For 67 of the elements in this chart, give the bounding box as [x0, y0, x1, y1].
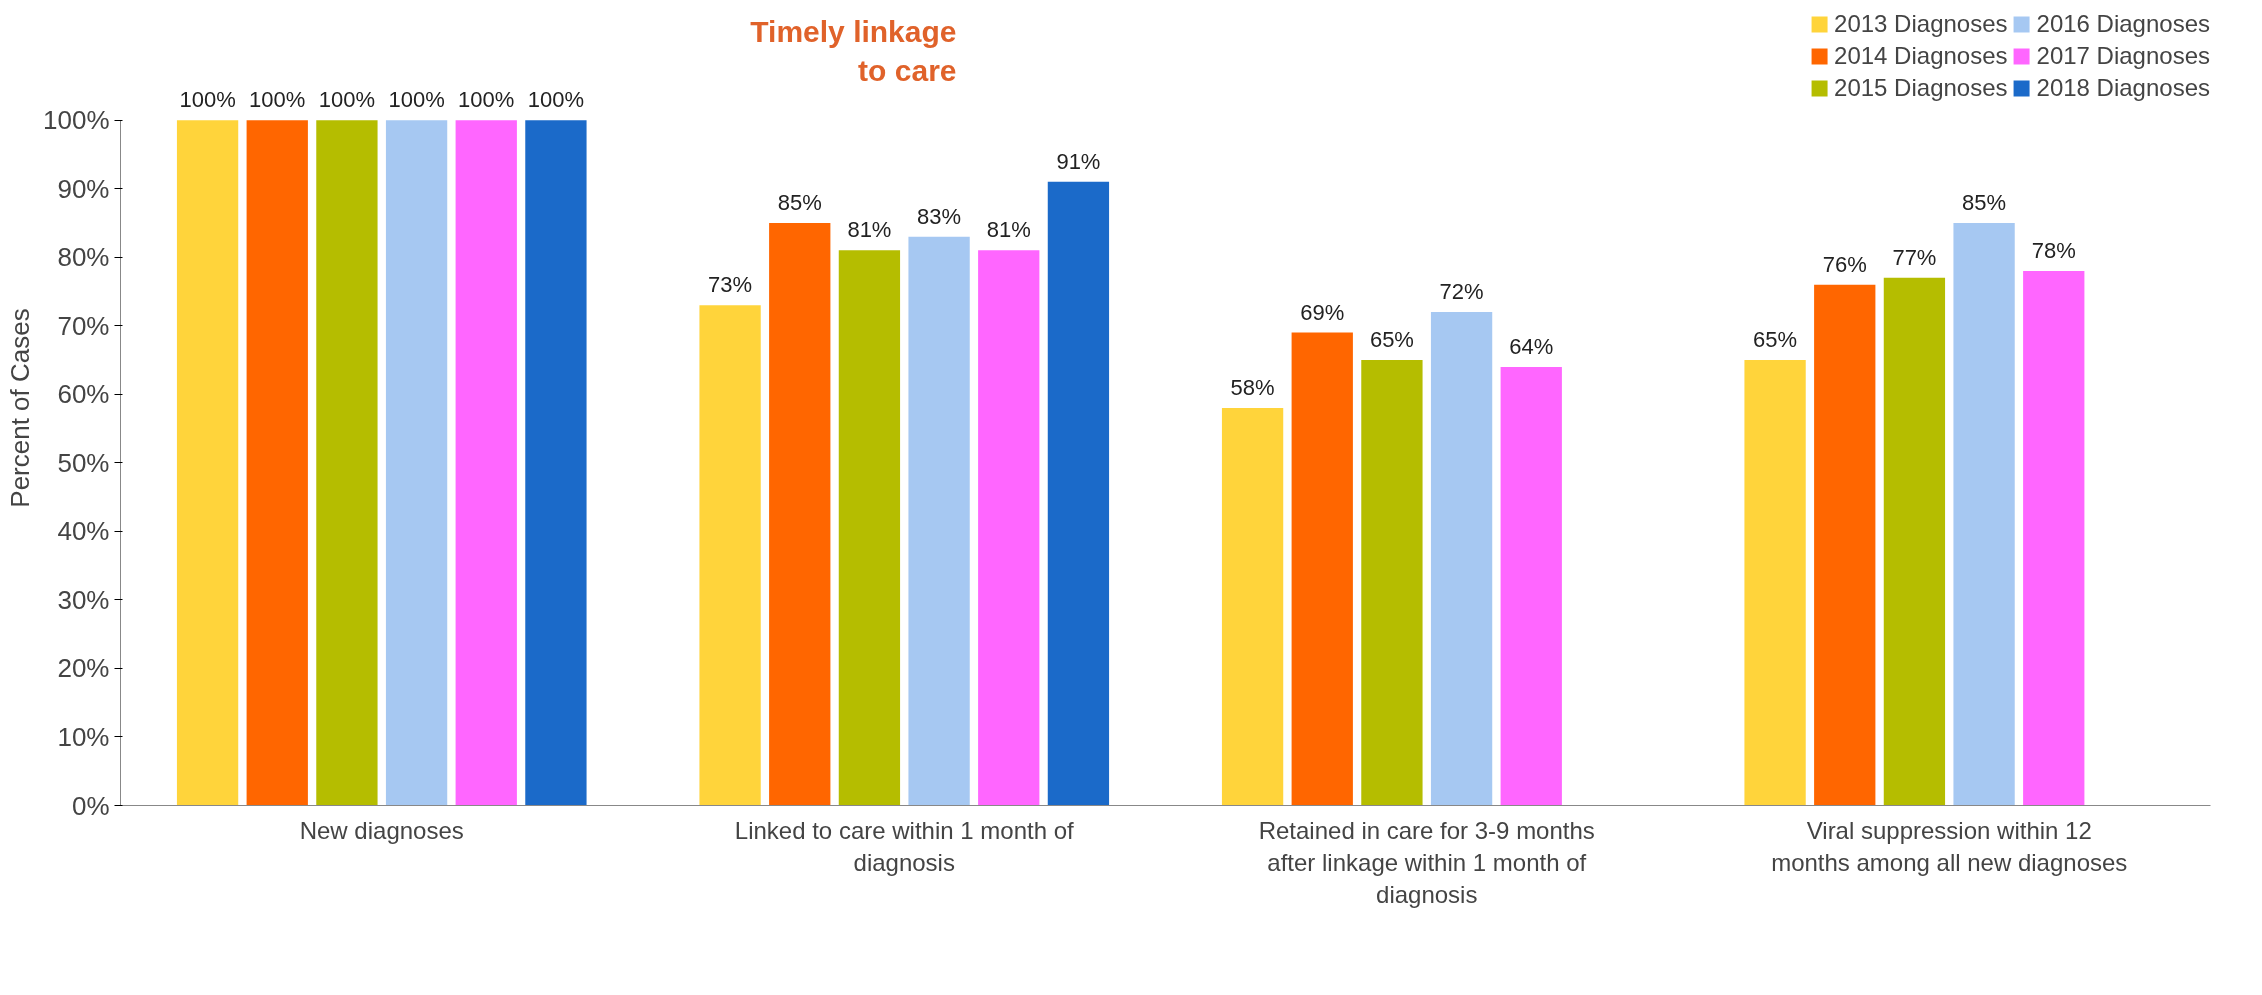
legend-label: 2013 Diagnoses [1834, 10, 2008, 38]
legend-label: 2016 Diagnoses [2036, 10, 2210, 38]
y-tick-label: 60% [57, 379, 110, 410]
data-label: 81% [986, 217, 1031, 243]
bar [1744, 360, 1806, 806]
data-label: 100% [388, 87, 445, 113]
data-label: 85% [777, 189, 822, 215]
y-tick-label: 100% [43, 105, 110, 136]
data-label: 83% [917, 203, 962, 229]
data-label: 100% [179, 87, 236, 113]
bar [908, 236, 970, 806]
legend-label: 2014 Diagnoses [1834, 42, 2008, 70]
bar [1221, 408, 1284, 806]
y-tick-label: 90% [57, 173, 110, 204]
y-tick-label: 20% [57, 653, 110, 684]
bar [838, 250, 901, 806]
x-tick-label: Retained in care for 3-9 months after linkage within 1 month of diagnosis [1258, 816, 1595, 909]
bar [978, 250, 1040, 806]
bar [1953, 222, 2015, 806]
y-tick-label: 30% [57, 584, 110, 615]
data-label: 81% [847, 217, 892, 243]
bar [1814, 284, 1876, 806]
bar [246, 120, 308, 806]
y-tick-label: 10% [57, 721, 110, 752]
bar [525, 120, 587, 806]
bar [1430, 312, 1493, 806]
data-label: 72% [1439, 279, 1484, 305]
data-label: 78% [2031, 237, 2076, 263]
bar [699, 305, 761, 806]
legend-label: 2015 Diagnoses [1834, 74, 2008, 102]
x-tick-label: New diagnoses [299, 816, 464, 844]
data-label: 77% [1892, 244, 1937, 270]
data-label: 64% [1509, 333, 1554, 359]
bar [1500, 366, 1562, 806]
bar [385, 120, 448, 806]
data-label: 100% [318, 87, 376, 113]
legend-label: 2018 Diagnoses [2036, 74, 2210, 102]
data-label: 85% [1962, 189, 2007, 215]
x-tick-label: Viral suppression within 12 months among all new diagnoses [1771, 816, 2128, 876]
bar [1291, 332, 1353, 806]
data-label: 100% [527, 87, 585, 113]
y-tick-label: 80% [57, 242, 110, 273]
x-tick-label: Linked to care within 1 month of diagnosis [734, 816, 1075, 876]
data-label: 76% [1822, 251, 1867, 277]
bar [2023, 270, 2085, 806]
data-label: 100% [458, 87, 515, 113]
data-label: 58% [1230, 375, 1275, 400]
y-tick-label: 0% [71, 790, 110, 821]
legend-label: 2017 Diagnoses [2036, 42, 2210, 70]
bar [769, 222, 831, 806]
bar [1883, 277, 1946, 806]
bar [1047, 181, 1110, 806]
bar [316, 120, 378, 806]
text: Timely linkage to care [750, 14, 957, 88]
y-tick-label: 40% [57, 516, 110, 547]
data-label: 100% [249, 87, 306, 113]
bar [1361, 360, 1423, 806]
data-label: 73% [708, 272, 753, 298]
y-tick-label: 50% [57, 447, 110, 478]
data-label: 65% [1753, 327, 1798, 353]
data-label: 69% [1300, 299, 1345, 325]
y-tick-label: 70% [57, 310, 110, 341]
data-label: 91% [1056, 148, 1101, 174]
bar [455, 120, 517, 806]
data-label: 65% [1369, 327, 1414, 353]
y-axis-title: Percent of Cases [5, 308, 35, 508]
bar [176, 120, 239, 806]
